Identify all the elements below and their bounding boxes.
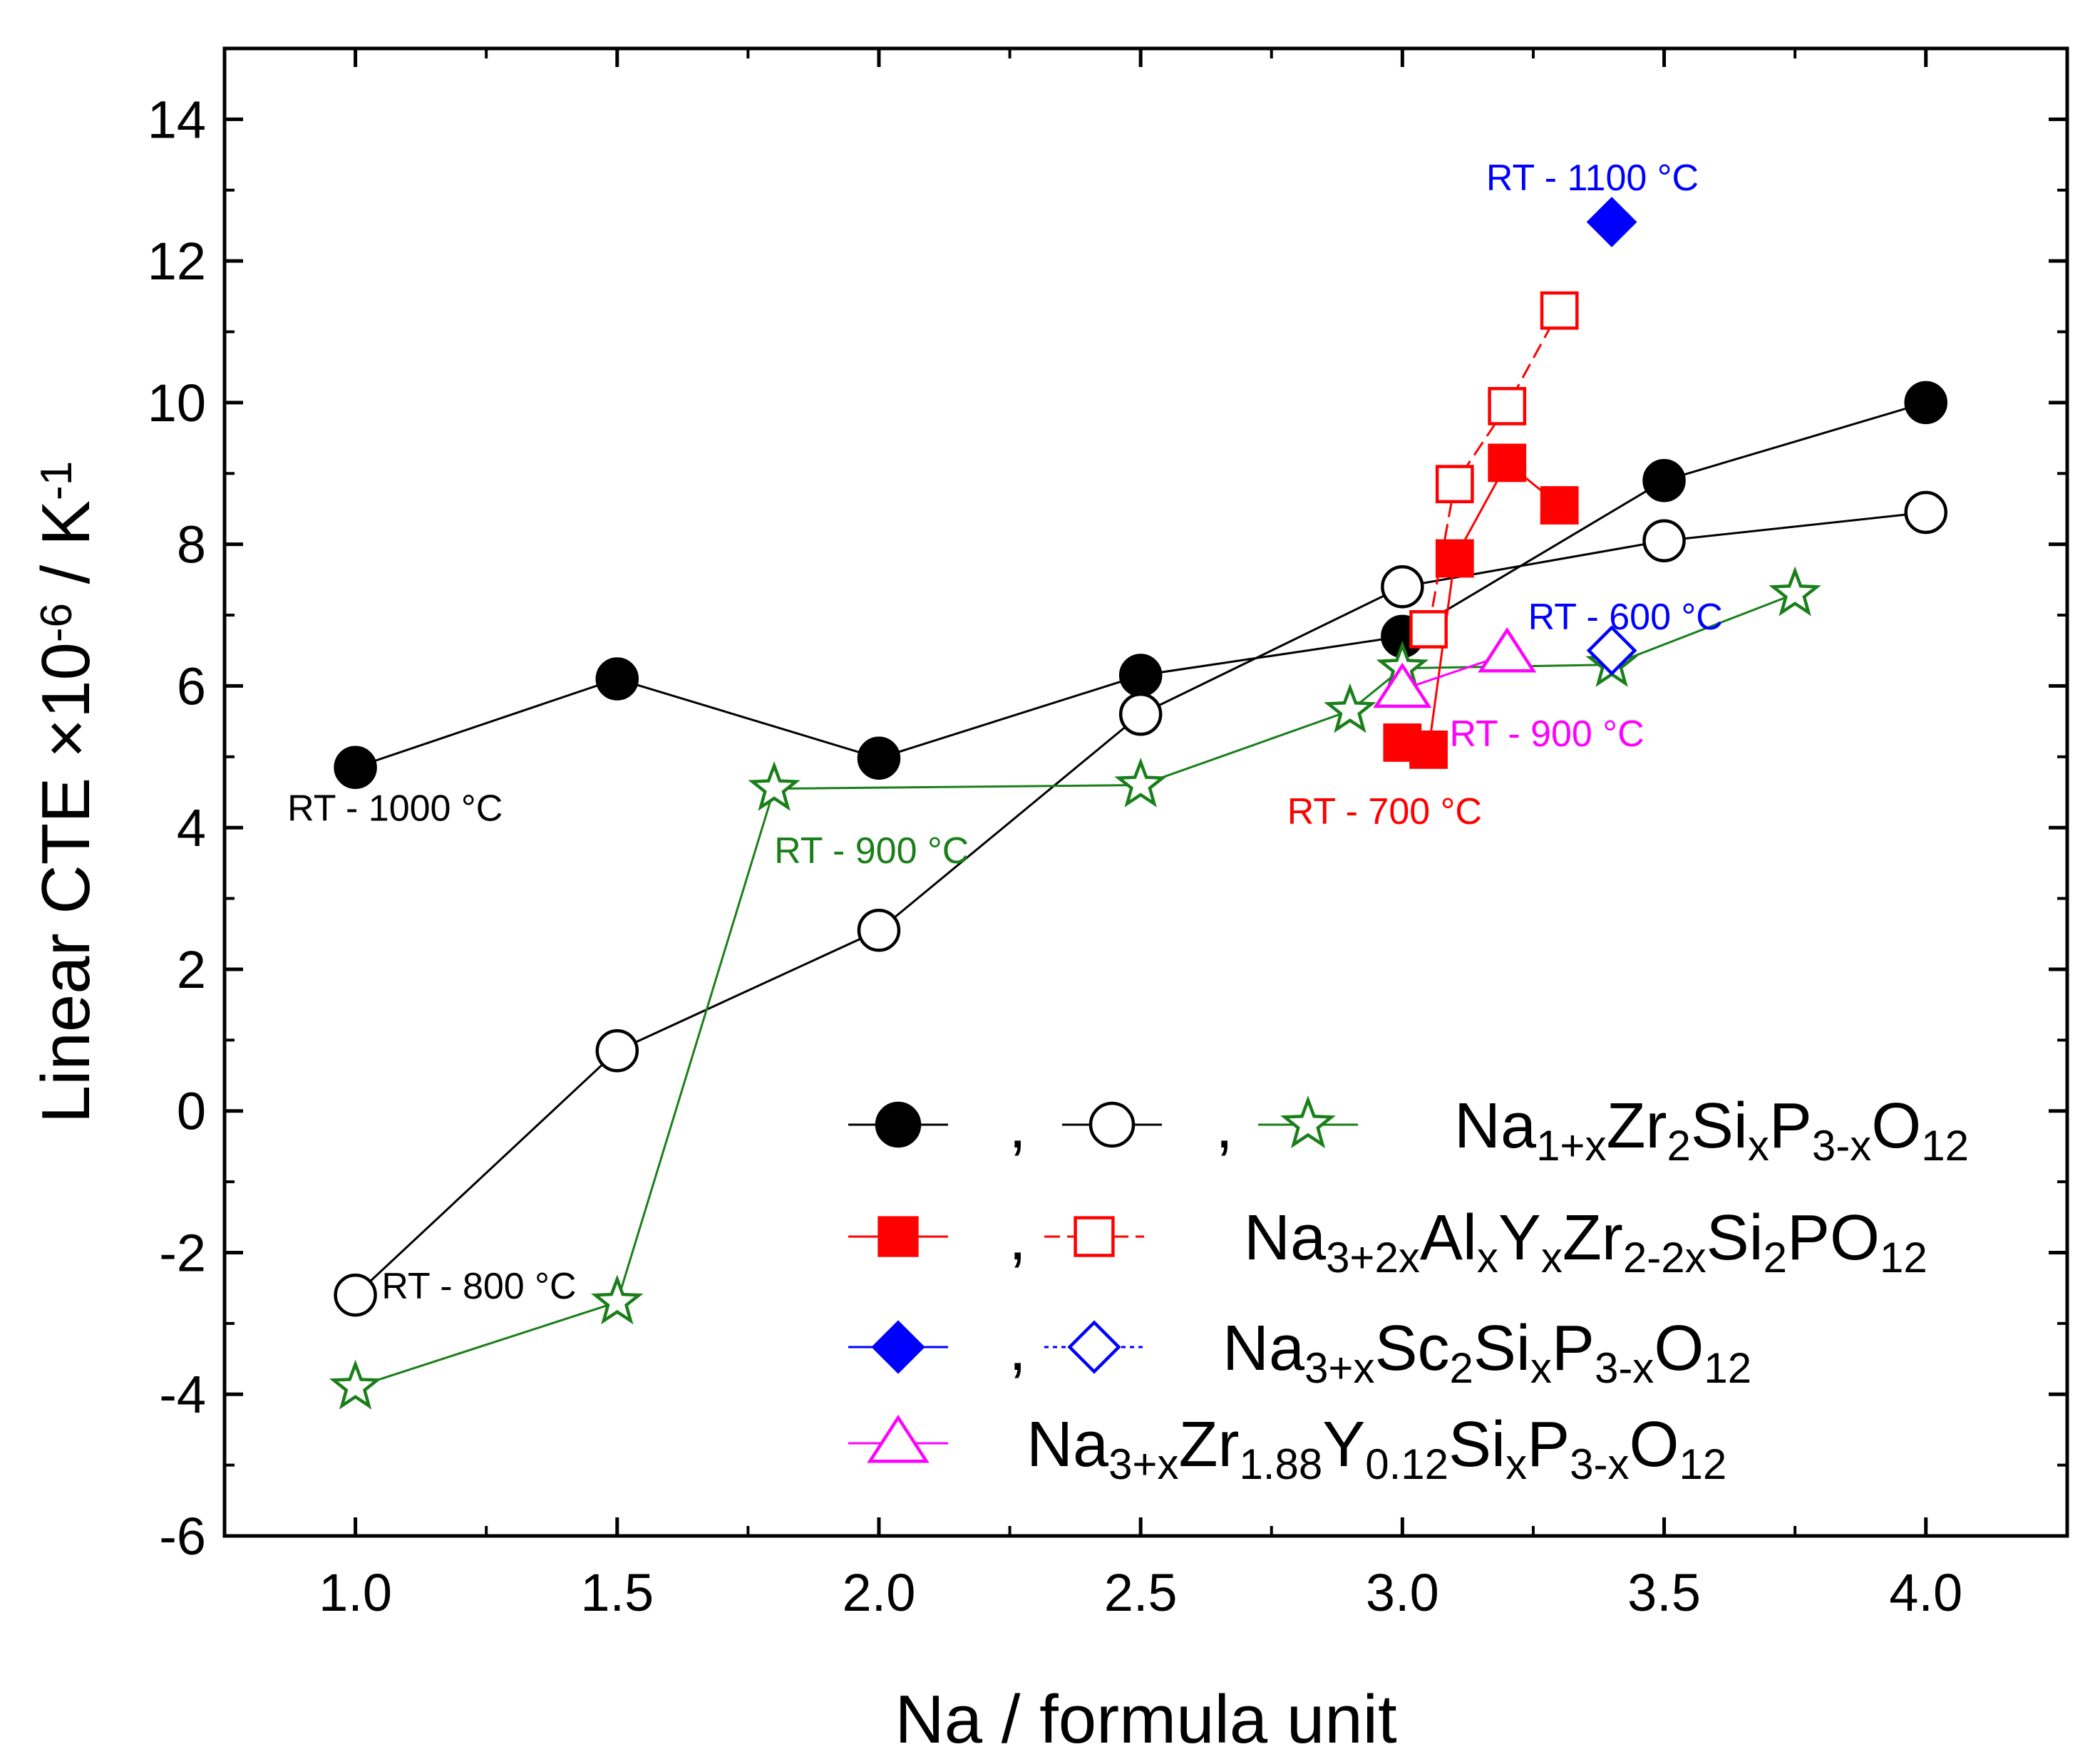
data-point xyxy=(1435,539,1474,578)
data-point xyxy=(1488,443,1527,483)
series-6 xyxy=(1586,625,1637,676)
data-point xyxy=(1586,625,1637,676)
series-4 xyxy=(1409,291,1579,649)
data-point xyxy=(334,1273,377,1317)
data-point xyxy=(1381,565,1424,609)
data-point xyxy=(1118,654,1163,697)
data-point xyxy=(1409,610,1448,649)
annotation-label: RT - 900 °C xyxy=(1449,713,1644,755)
series-5 xyxy=(1586,197,1637,247)
data-point xyxy=(748,760,801,811)
x-axis-title: Na / formula unit xyxy=(895,1681,1396,1758)
x-tick-label: 1.0 xyxy=(319,1563,392,1622)
annotation-label: RT - 800 °C xyxy=(381,1266,576,1307)
data-point xyxy=(1324,683,1376,733)
legend-label: Na3+xZr1.88Y0.12SixP3-xO12 xyxy=(1026,1409,1726,1488)
y-tick-label: 4 xyxy=(177,798,206,857)
data-point xyxy=(329,1359,382,1410)
annotation-label: RT - 600 °C xyxy=(1528,597,1723,638)
legend-symbol xyxy=(1258,1095,1358,1149)
legend-label: Na1+xZr2SixP3-xO12 xyxy=(1454,1090,1969,1170)
data-point xyxy=(1478,626,1537,673)
plot-frame xyxy=(222,46,2069,1538)
data-point xyxy=(1118,692,1163,736)
legend-separator: , xyxy=(1009,1090,1026,1162)
data-point xyxy=(334,746,377,789)
y-tick-label: -4 xyxy=(159,1365,206,1424)
data-point xyxy=(1642,458,1686,502)
legend: , ,,, Na1+xZr2SixP3-xO12 Na3+2xAlxYxZr2-2xS… xyxy=(848,1090,1969,1488)
y-axis-title: Linear CTE ×10-6 / K-1 xyxy=(28,461,104,1123)
x-tick-label: 2.0 xyxy=(843,1563,916,1622)
y-tick-label: 0 xyxy=(177,1082,206,1141)
data-point xyxy=(857,736,901,780)
data-point xyxy=(1435,465,1474,504)
legend-separator: , xyxy=(1009,1202,1026,1274)
series-1 xyxy=(334,490,1947,1317)
legend-symbol xyxy=(1044,1320,1144,1374)
annotation-label: RT - 1100 °C xyxy=(1486,158,1699,199)
y-tick-label: 10 xyxy=(148,373,206,433)
annotation-label: RT - 1000 °C xyxy=(287,788,503,829)
data-point xyxy=(1540,291,1579,330)
x-tick-label: 2.5 xyxy=(1104,1563,1178,1622)
legend-separator: , xyxy=(1215,1090,1233,1162)
data-point xyxy=(1904,381,1947,425)
x-tick-label: 3.0 xyxy=(1366,1563,1439,1622)
legend-separator: , xyxy=(1009,1313,1026,1384)
y-tick-label: 14 xyxy=(148,90,206,149)
series-line xyxy=(355,592,1796,1388)
y-tick-label: -2 xyxy=(159,1223,206,1282)
data-point xyxy=(1904,490,1947,535)
x-tick-label: 3.5 xyxy=(1627,1563,1701,1622)
data-point xyxy=(1488,386,1527,425)
y-tick-label: 12 xyxy=(148,232,206,291)
y-tick-label: 6 xyxy=(177,656,206,716)
y-tick-label: -6 xyxy=(159,1507,206,1566)
data-point xyxy=(1586,197,1637,247)
data-point xyxy=(591,1274,644,1325)
y-tick-label: 8 xyxy=(177,515,206,574)
annotation-label: RT - 900 °C xyxy=(774,830,969,872)
annotation-label: RT - 700 °C xyxy=(1287,791,1482,832)
data-point xyxy=(595,1028,639,1073)
x-tick-label: 4.0 xyxy=(1889,1563,1962,1622)
legend-symbol xyxy=(848,1414,948,1463)
y-tick-label: 2 xyxy=(177,940,206,999)
series-line xyxy=(1427,309,1560,630)
series-3 xyxy=(1383,443,1579,769)
data-point xyxy=(1409,730,1448,769)
series-7 xyxy=(1373,626,1537,708)
legend-label: Na3+2xAlxYxZr2-2xSi2PO12 xyxy=(1244,1202,1927,1281)
data-point xyxy=(1540,486,1579,525)
data-point xyxy=(1114,757,1167,808)
data-point xyxy=(595,657,639,701)
data-point xyxy=(1769,566,1821,617)
data-point xyxy=(857,909,901,952)
legend-symbol xyxy=(848,1216,948,1257)
legend-symbol xyxy=(848,1101,948,1148)
legend-symbol xyxy=(1044,1216,1144,1257)
legend-label: Na3+xSc2SixP3-xO12 xyxy=(1223,1313,1751,1392)
data-point xyxy=(1373,662,1432,708)
legend-symbol xyxy=(848,1320,948,1374)
legend-symbol xyxy=(1062,1101,1162,1148)
data-point xyxy=(1642,519,1686,562)
x-tick-label: 1.5 xyxy=(580,1563,654,1622)
